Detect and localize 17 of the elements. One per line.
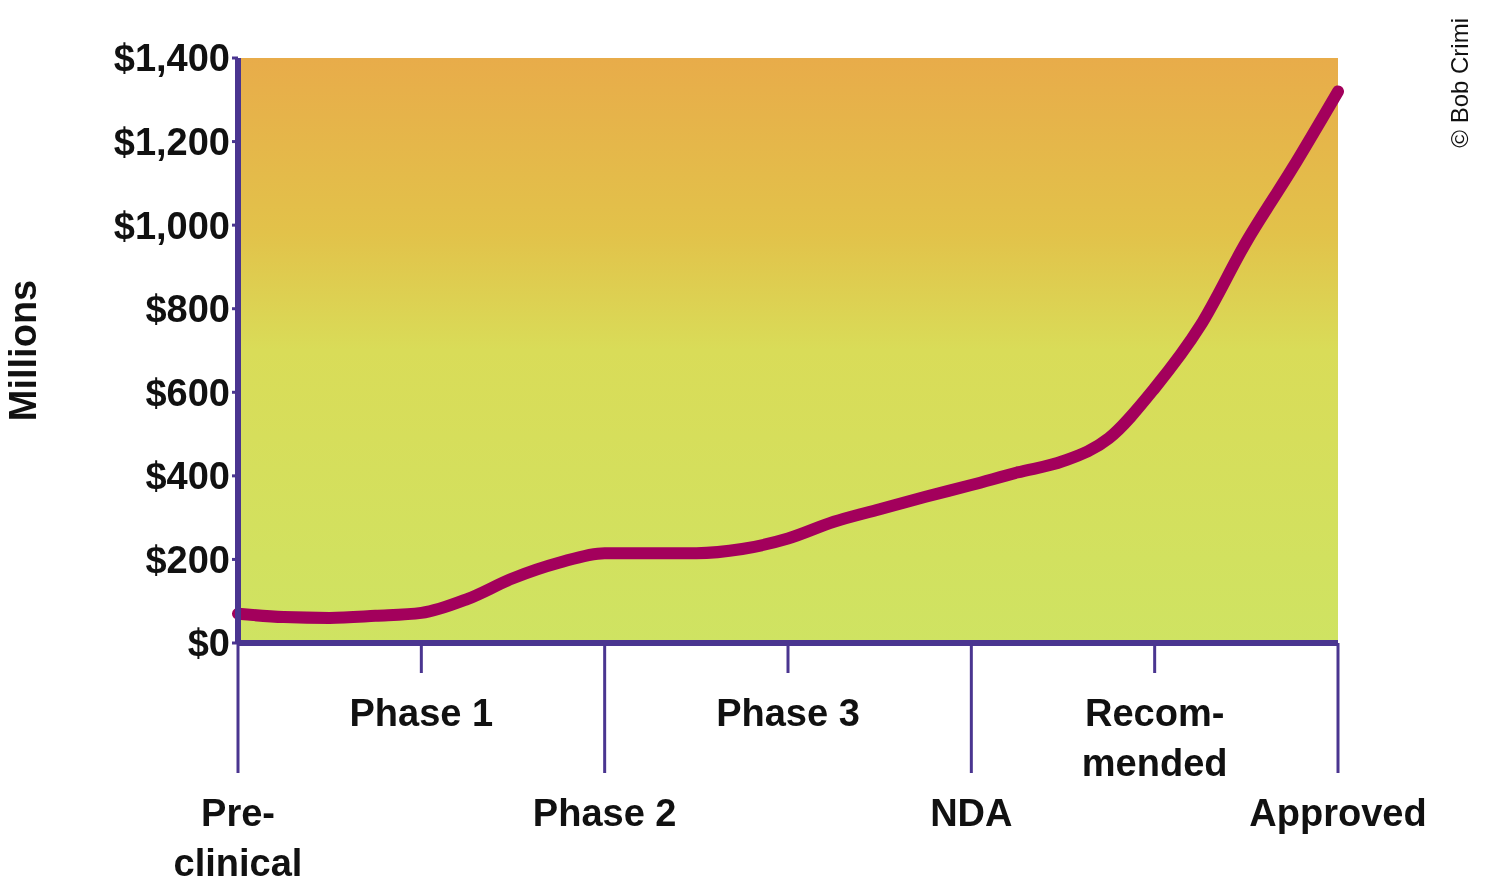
y-tick-label: $0 — [187, 622, 230, 665]
y-tick-label: $1,200 — [113, 121, 230, 164]
text: © Bob Crimi — [1446, 18, 1474, 150]
y-tick-label: $200 — [145, 538, 230, 581]
y-tick-label: $1,400 — [113, 37, 230, 80]
y-tick-label: $400 — [145, 455, 230, 498]
x-tick-label: NDA — [930, 792, 1013, 834]
x-tick-label: Pre- clinical — [173, 792, 303, 884]
x-tick-label: Phase 3 — [716, 692, 860, 734]
y-tick-label: $600 — [145, 371, 230, 414]
x-tick-label: Phase 1 — [349, 692, 494, 734]
x-tick-label: Recom- mended — [1081, 692, 1228, 784]
y-tick-label: $1,000 — [113, 204, 230, 247]
y-tick-label: $800 — [145, 288, 230, 331]
x-tick-label: Approved — [1249, 792, 1427, 834]
x-tick-label: Phase 2 — [532, 792, 677, 834]
y-axis-title: Millions — [2, 279, 45, 422]
